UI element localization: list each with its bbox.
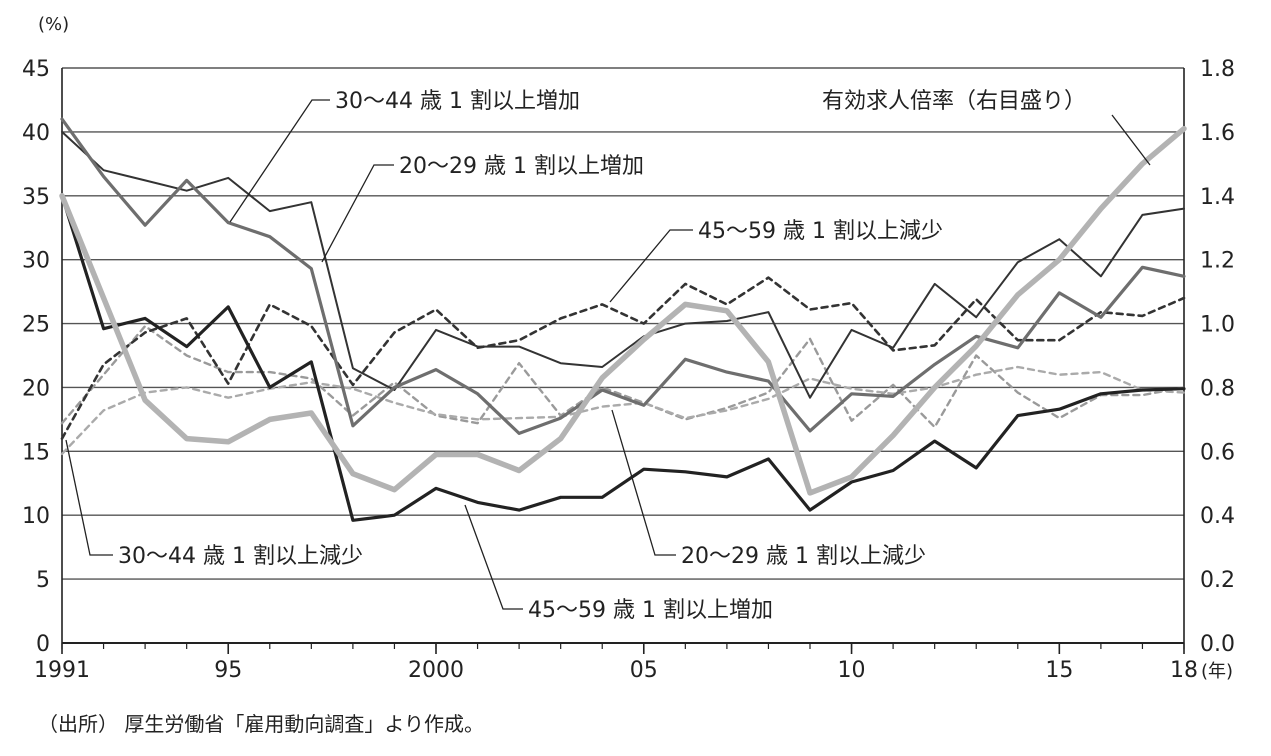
y-left-tick-label: 0 [36,632,50,657]
annotation-leader-line [65,439,113,556]
y-left-tick-label: 40 [22,121,50,146]
annotation-label: 20〜29 歳 1 割以上増加 [399,154,644,179]
y-left-tick-label: 35 [22,185,50,210]
annotation-leader-line [464,504,523,610]
y-left-tick-label: 10 [22,504,50,529]
series-line [60,194,1186,522]
annotation-leader-line [609,229,693,303]
y-left-tick-label: 15 [22,440,50,465]
y-left-tick-label: 45 [22,57,50,82]
y-left-tick-label: 30 [22,249,50,274]
annotation-leader-line [611,409,676,556]
series-line [60,365,1186,456]
annotation-label: 30〜44 歳 1 割以上増加 [335,89,580,114]
annotation-label: 30〜44 歳 1 割以上減少 [118,544,363,569]
y-left-tick-label: 25 [22,313,50,338]
tick-labels: 0 0.0 5 0.2 10 0.4 15 0.6 20 0.8 25 1.0 30 1.2 35 1.4 40… [22,14,1235,683]
series-line [60,117,1186,435]
line-chart: 0 0.0 5 0.2 10 0.4 15 0.6 20 0.8 25 1.0 30 1.2 35 1.4 40… [22,14,1235,683]
grid-lines [62,67,1184,644]
y-right-tick-label: 1.6 [1200,121,1235,146]
x-tick-label: 1991 [34,658,90,683]
annotation-label: 45〜59 歳 1 割以上増加 [528,598,773,623]
annotations: 30〜44 歳 1 割以上増加 20〜29 歳 1 割以上増加 45〜59 歳 1 … [118,89,1086,623]
y-right-tick-label: 1.8 [1200,57,1235,82]
x-tick-label: 15 [1045,658,1073,683]
y-right-tick-label: 0.4 [1200,504,1235,529]
series-line [60,324,1186,429]
annotation-leaders [65,99,1151,610]
annotation-leader-line [229,99,330,223]
y-right-tick-label: 0.0 [1200,632,1235,657]
axes [61,68,1185,654]
y-left-tick-label: 5 [36,568,50,593]
y-right-tick-label: 0.6 [1200,440,1235,465]
y-right-tick-label: 1.2 [1200,249,1235,274]
x-tick-label: 95 [214,658,242,683]
annotation-label: 45〜59 歳 1 割以上減少 [698,219,943,244]
y-right-tick-label: 0.2 [1200,568,1235,593]
x-tick-label: 2000 [408,658,464,683]
series-lines [59,117,1187,522]
series-line [59,125,1187,496]
y-right-tick-label: 1.4 [1200,185,1235,210]
y-left-unit: (%) [38,14,69,35]
source-note: （出所） 厚生労働省「雇用動向調査」より作成。 [38,712,484,736]
annotation-label: 20〜29 歳 1 割以上減少 [681,544,926,569]
y-right-tick-label: 1.0 [1200,313,1235,338]
y-right-tick-label: 0.8 [1200,376,1235,401]
y-left-tick-label: 20 [22,376,50,401]
annotation-leader-line [321,164,394,263]
annotation-label: 有効求人倍率（右目盛り） [822,89,1086,114]
x-tick-label: 05 [630,658,658,683]
x-unit: (年) [1201,661,1233,682]
x-tick-label: 18 [1170,658,1198,683]
x-tick-label: 10 [838,658,866,683]
annotation-leader-line [1111,114,1151,166]
